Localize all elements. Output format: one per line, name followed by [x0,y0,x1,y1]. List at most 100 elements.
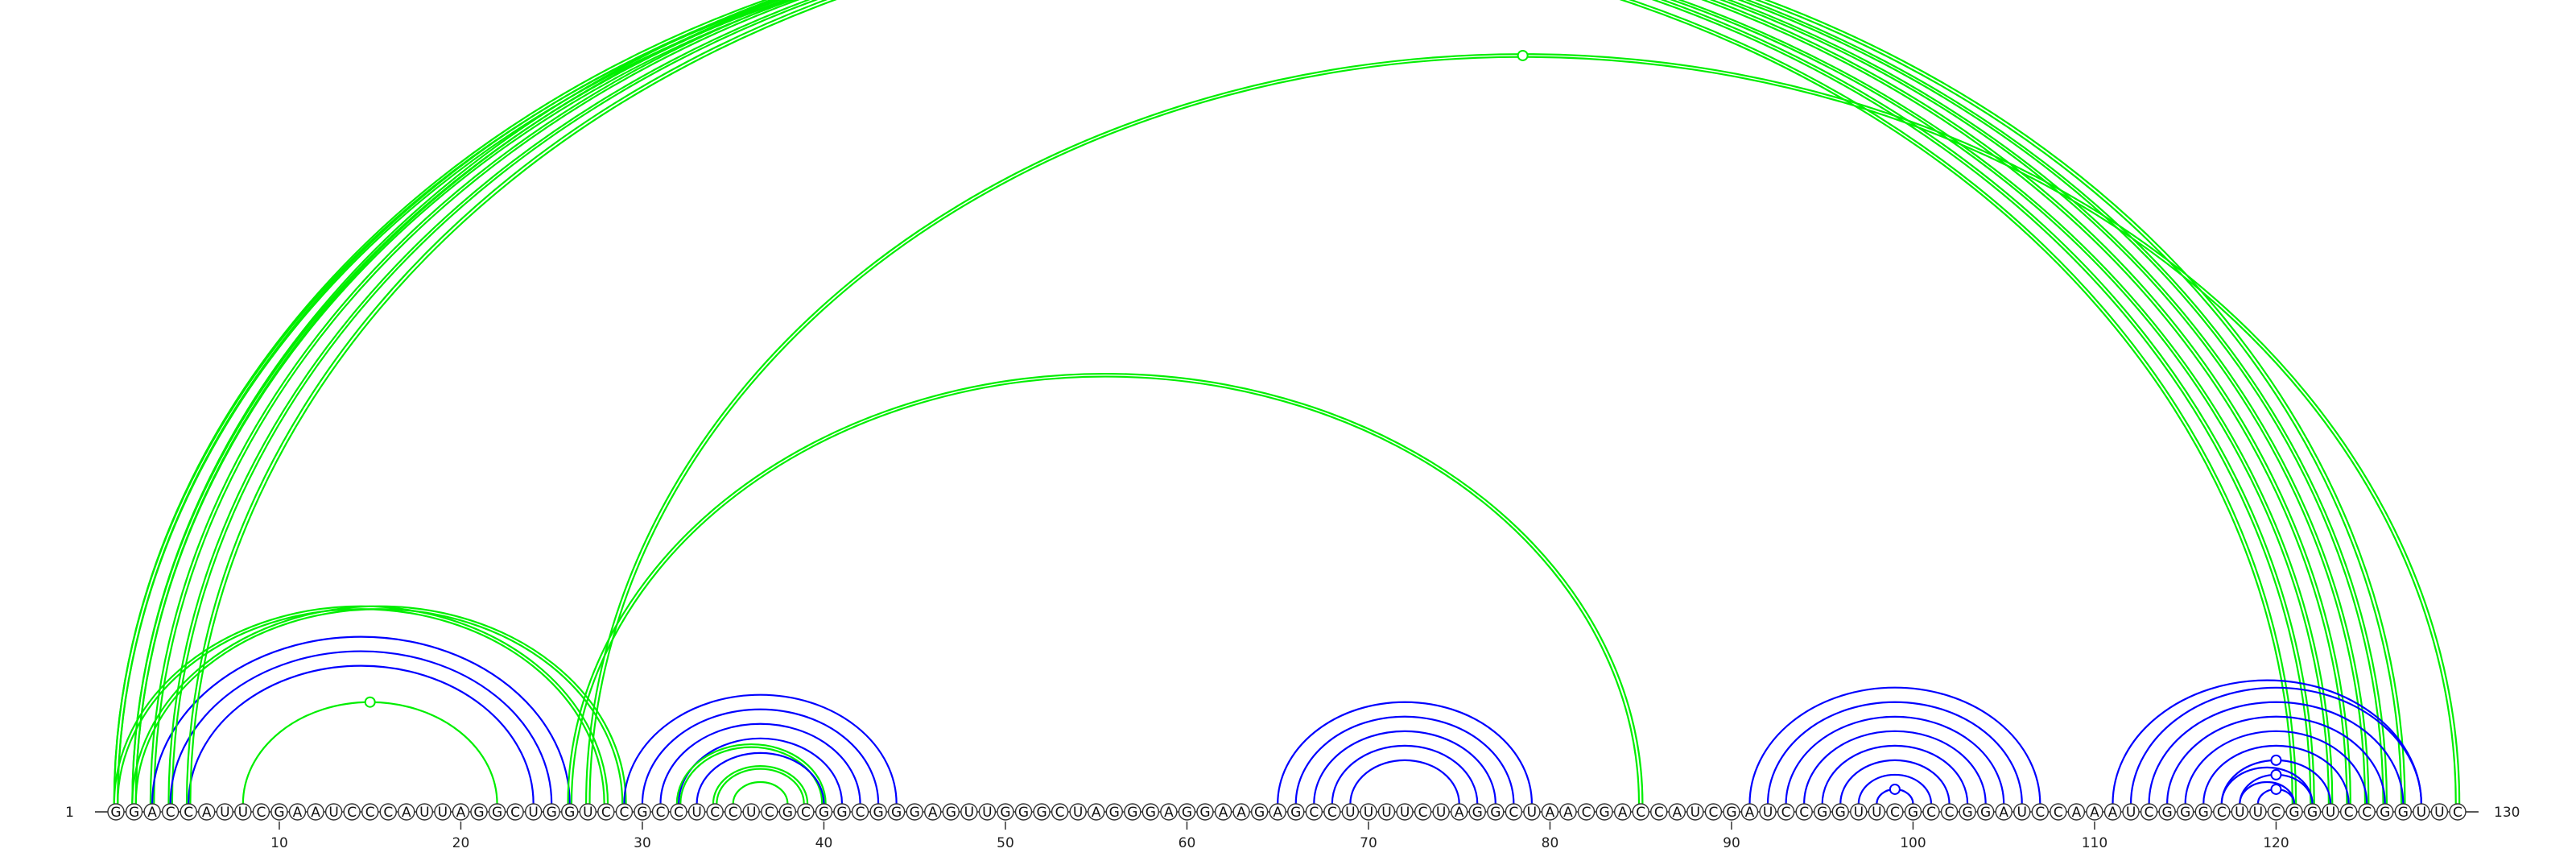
arc-stroke [1803,730,1987,805]
base-pair-arc-1-121 [113,0,2297,805]
nucleotide-letter: U [2253,805,2263,821]
nucleotide-100: G [1904,803,1922,821]
nucleotide-letter: A [1236,805,1246,821]
base-pair-arc-3-26 [151,635,571,805]
nucleotide-letter: G [836,805,847,821]
nucleotide-letter: C [383,805,393,821]
axis-tick-80: 80 [1542,822,1558,851]
nucleotide-circle [2122,803,2140,821]
nucleotide-circle [2285,803,2303,821]
arc-stroke [153,0,2367,805]
nucleotide-15: C [361,803,379,821]
nucleotide-106: U [2013,803,2031,821]
nucleotide-81: A [1559,803,1577,821]
nucleotide-circle [543,803,560,821]
base-pair-arc-98-100 [1876,783,1914,805]
nucleotide-29: C [615,803,634,821]
base-pair-arc-30-43 [641,708,880,805]
base-pair-arc-5-24 [188,664,535,805]
base-pair-arc-116-124 [2202,744,2350,805]
nucleotide-letter: C [856,805,865,821]
nucleotide-letter: A [1563,805,1573,821]
noncanonical-pair-marker [1889,783,1901,795]
nucleotide-66: G [1287,803,1305,821]
nucleotide-circle [942,803,960,821]
base-pair-arc-95-103 [1821,744,1969,805]
nucleotide-120: C [2267,803,2285,821]
nucleotide-2: G [125,803,143,821]
nucleotide-letter: C [729,805,738,821]
nucleotide-letter: G [492,805,502,821]
nucleotide-circle [1976,803,1995,821]
nucleotide-23: C [506,803,524,821]
nucleotide-circle [1377,803,1396,821]
nucleotide-letter: U [419,805,429,821]
base-pair-arc-4-25 [169,650,553,805]
nucleotide-circle [2013,803,2031,821]
nucleotide-letter: U [1364,805,1373,821]
nucleotide-21: G [470,803,488,821]
nucleotide-circle [1014,803,1033,821]
nucleotide-letter: C [674,805,683,821]
nucleotide-letter: C [2217,805,2227,821]
axis-tick-20: 20 [452,822,469,851]
nucleotide-circle [1559,803,1577,821]
arc-stroke [675,743,827,805]
nucleotide-93: C [1777,803,1795,821]
nucleotide-circle [1305,803,1323,821]
nucleotide-14: C [343,803,361,821]
nucleotide-17: A [398,803,415,821]
nucleotide-letter: G [782,805,793,821]
nucleotide-letter: C [2362,805,2372,821]
nucleotide-circle [1740,803,1759,821]
nucleotide-letter: A [402,805,411,821]
nucleotide-circle [1577,803,1596,821]
axis-tick-100: 100 [1900,822,1926,851]
nucleotide-circle [960,803,978,821]
nucleotide-letter: G [873,805,884,821]
nucleotide-83: G [1596,803,1613,821]
nucleotide-letter: U [328,805,338,821]
arc-stroke [2148,701,2405,805]
nucleotide-111: A [2103,803,2122,821]
nucleotide-letter: A [1618,805,1628,821]
nucleotide-75: A [1450,803,1468,821]
noncanonical-pair-marker [2270,783,2282,795]
nucleotide-19: U [434,803,452,821]
arc-stroke [2166,715,2386,805]
nucleotide-47: G [942,803,960,821]
nucleotide-circle [742,803,760,821]
arc-stroke [149,0,2370,805]
nucleotide-letter: C [1582,805,1591,821]
nucleotide-letter: U [2434,805,2444,821]
arc-stroke [570,375,1641,805]
nucleotide-circle [252,803,270,821]
nucleotide-64: G [1250,803,1269,821]
nucleotide-circle [1141,803,1160,821]
base-pair-arc-65-79 [1277,701,1533,805]
nucleotide-circle [869,803,887,821]
nucleotide-95: G [1813,803,1831,821]
nucleotide-circle [161,803,180,821]
nucleotide-circle [1178,803,1196,821]
nucleotide-16: C [379,803,397,821]
nucleotide-letter: G [2180,805,2190,821]
nucleotide-127: G [2394,803,2413,821]
nucleotide-circle [2413,803,2430,821]
nucleotide-46: A [924,803,942,821]
arc-stroke [167,0,2388,805]
nucleotide-circle [561,803,579,821]
nucleotide-letter: G [1472,805,1483,821]
base-pair-arc-29-44 [623,693,898,805]
nucleotide-letter: G [2162,805,2173,821]
nucleotide-88: U [1686,803,1704,821]
arc-stroke [696,751,825,805]
nucleotide-44: G [887,803,906,821]
nucleotide-letter: C [256,805,266,821]
nucleotide-61: G [1196,803,1214,821]
nucleotide-letter: U [220,805,229,821]
nucleotide-circle [524,803,543,821]
arc-stroke [1313,730,1496,805]
nucleotide-circle [1450,803,1468,821]
nucleotide-letter: C [184,805,193,821]
